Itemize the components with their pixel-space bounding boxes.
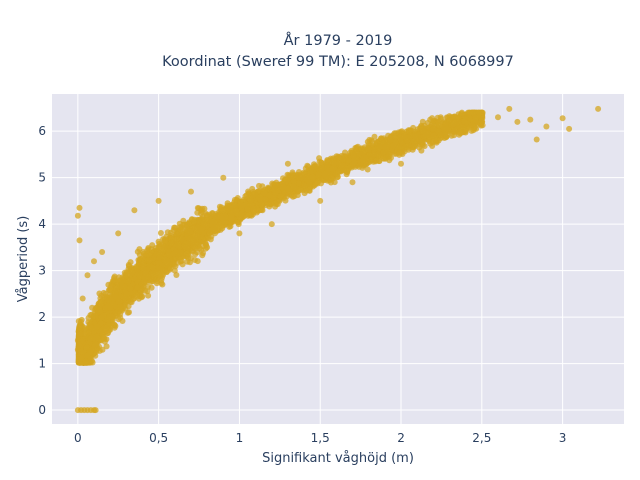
scatter-point	[227, 223, 234, 230]
scatter-point	[81, 330, 88, 337]
scatter-point	[113, 284, 120, 291]
scatter-point	[209, 210, 216, 216]
scatter-point	[258, 206, 265, 213]
chart-title-line-1: År 1979 - 2019	[284, 32, 393, 49]
scatter-point	[111, 321, 118, 328]
scatter-point	[89, 304, 96, 311]
scatter-point	[316, 155, 323, 162]
scatter-point	[126, 309, 132, 316]
scatter-point	[458, 110, 465, 117]
scatter-point	[341, 154, 348, 161]
scatter-point	[250, 191, 257, 198]
scatter-point	[285, 186, 291, 192]
grid-lines	[52, 94, 624, 424]
scatter-point	[96, 306, 103, 313]
scatter-point	[397, 137, 404, 144]
scatter-point	[310, 174, 316, 181]
scatter-point	[192, 251, 199, 258]
scatter-point	[85, 315, 92, 321]
scatter-point	[191, 218, 197, 225]
scatter-point	[157, 230, 164, 236]
scatter-point	[82, 325, 89, 332]
scatter-point	[434, 119, 441, 126]
scatter-point	[185, 254, 191, 261]
data-points	[74, 105, 602, 414]
scatter-point	[177, 243, 183, 250]
scatter-point	[199, 252, 206, 259]
scatter-point	[111, 277, 118, 284]
scatter-point	[387, 137, 394, 144]
scatter-point	[203, 212, 210, 218]
scatter-point	[234, 195, 241, 201]
scatter-point	[247, 197, 254, 204]
scatter-point	[156, 240, 163, 247]
scatter-point	[242, 193, 249, 200]
scatter-point	[334, 173, 341, 180]
scatter-point	[345, 157, 352, 164]
scatter-point	[125, 303, 132, 310]
scatter-point	[364, 166, 371, 173]
scatter-point	[245, 211, 252, 218]
scatter-point	[101, 335, 108, 342]
scatter-point	[430, 118, 437, 125]
scatter-point	[434, 114, 441, 121]
scatter-point	[160, 272, 167, 278]
scatter-point	[407, 127, 414, 134]
scatter-point	[373, 157, 380, 164]
scatter-point	[170, 227, 177, 234]
scatter-point	[102, 290, 109, 297]
scatter-point	[353, 144, 360, 151]
scatter-point	[366, 136, 373, 143]
scatter-point	[370, 147, 377, 153]
scatter-point	[178, 235, 185, 242]
scatter-point	[292, 172, 299, 179]
scatter-point	[176, 220, 183, 227]
scatter-point	[146, 252, 153, 259]
chart-title-line-2: Koordinat (Sweref 99 TM): E 205208, N 60…	[162, 54, 514, 70]
scatter-point	[175, 229, 182, 236]
scatter-point	[103, 343, 110, 350]
scatter-point	[114, 310, 121, 317]
scatter-point	[371, 133, 378, 140]
scatter-point	[282, 197, 289, 204]
scatter-point	[122, 271, 129, 278]
scatter-point	[442, 120, 449, 127]
scatter-point	[138, 258, 145, 265]
scatter-point	[256, 182, 262, 189]
scatter-point	[329, 165, 335, 172]
scatter-point	[412, 133, 419, 140]
scatter-point	[91, 342, 98, 349]
scatter-point	[133, 264, 140, 271]
scatter-point	[196, 245, 203, 252]
scatter-point	[99, 346, 106, 353]
scatter-point	[94, 335, 101, 342]
scatter-point	[136, 246, 143, 253]
scatter-point	[304, 162, 311, 169]
scatter-point	[144, 247, 151, 254]
scatter-point	[194, 258, 201, 265]
scatter-point	[96, 300, 103, 306]
scatter-point	[106, 286, 113, 293]
scatter-point	[91, 312, 98, 319]
scatter-point	[76, 331, 83, 338]
scatter-point	[444, 114, 451, 121]
scatter-point	[173, 236, 180, 243]
